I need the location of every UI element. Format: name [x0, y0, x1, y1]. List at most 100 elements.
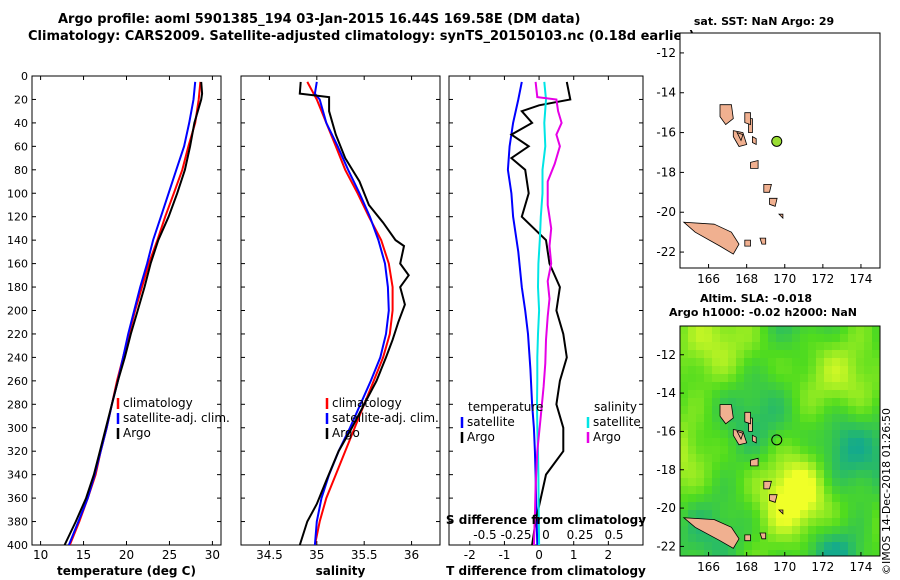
sla-cell [688, 502, 697, 511]
sla-cell [704, 438, 713, 447]
diff-xtick-label: -1 [498, 548, 510, 562]
sla-cell [864, 414, 873, 423]
sla-cell [784, 422, 793, 431]
sla-cell [728, 326, 737, 335]
sla-cell [816, 510, 825, 519]
island-shape [719, 404, 734, 425]
sla-cell [832, 550, 841, 556]
sla-cell [696, 534, 705, 543]
sla-cell [736, 398, 745, 407]
sla-cell [824, 422, 833, 431]
sla-cell [752, 454, 761, 463]
sla-cell [688, 454, 697, 463]
sla-cell [728, 342, 737, 351]
sla-cell [816, 358, 825, 367]
sla-cell [792, 414, 801, 423]
sla-cell [824, 350, 833, 359]
diff-series-t-argo [509, 81, 572, 545]
sla-cell [800, 542, 809, 551]
sla-cell [680, 366, 689, 375]
sla-cell [864, 518, 873, 527]
sla-cell [800, 486, 809, 495]
sal-legend-label: Argo [332, 426, 360, 440]
sla-cell [816, 462, 825, 471]
sla-cell [680, 398, 689, 407]
sla-cell [720, 486, 729, 495]
sla-cell [760, 430, 769, 439]
sla-cell [776, 502, 785, 511]
sla-cell [800, 518, 809, 527]
sla-cell [720, 366, 729, 375]
island-shape [763, 480, 772, 490]
sla-cell [712, 542, 721, 551]
sla-cell [712, 390, 721, 399]
sla-cell [808, 502, 817, 511]
sla-cell [824, 502, 833, 511]
sla-cell [864, 358, 873, 367]
sla-cell [800, 406, 809, 415]
sla-cell [808, 406, 817, 415]
sal-series-climatology [306, 81, 394, 545]
depth-tick-label: 400 [7, 539, 28, 552]
sla-cell [864, 342, 873, 351]
sla-cell [760, 518, 769, 527]
sla-map-title-line-1: Altim. SLA: -0.018 [700, 292, 812, 305]
island-shape [736, 430, 744, 441]
sla-cell [864, 366, 873, 375]
sla-cell [752, 366, 761, 375]
sla-cell [760, 382, 769, 391]
sla-cell [776, 518, 785, 527]
depth-tick-label: 320 [7, 445, 28, 458]
sla-cell [752, 518, 761, 527]
sla-cell [720, 326, 729, 335]
sla-cell [808, 374, 817, 383]
sla-cell [824, 366, 833, 375]
sla-cell [808, 470, 817, 479]
sla-cell [840, 550, 849, 556]
sla-cell [856, 526, 865, 535]
sla-cell [760, 366, 769, 375]
sla-cell [840, 430, 849, 439]
sla-cell [824, 342, 833, 351]
sla-cell [776, 430, 785, 439]
sla-cell [720, 470, 729, 479]
sla-cell [744, 326, 753, 335]
sla-cell [728, 382, 737, 391]
sla-cell [856, 462, 865, 471]
sla-cell [720, 510, 729, 519]
sla-cell [864, 542, 873, 551]
sla-cell [736, 326, 745, 335]
sla-cell [840, 454, 849, 463]
sla-cell [688, 358, 697, 367]
sla-cell [872, 462, 880, 471]
sla-cell [864, 334, 873, 343]
sla-cell [832, 462, 841, 471]
sla-cell [832, 430, 841, 439]
sla-cell [792, 382, 801, 391]
sla-cell [856, 534, 865, 543]
sla-cell [776, 374, 785, 383]
diff-s-tick-label: -0.5 [473, 528, 496, 542]
sla-cell [704, 326, 713, 335]
sla-cell [768, 534, 777, 543]
sla-cell [736, 502, 745, 511]
sla-cell [864, 502, 873, 511]
sal-xtick-label: 35.5 [351, 548, 378, 562]
sla-cell [760, 358, 769, 367]
sla-cell [840, 470, 849, 479]
temp-xtick-label: 25 [162, 548, 177, 562]
sla-cell [696, 334, 705, 343]
sla-cell [800, 366, 809, 375]
sla-map-title-line-2: Argo h1000: -0.02 h2000: NaN [669, 306, 857, 319]
sla_map-frame [679, 325, 881, 557]
sla-cell [768, 446, 777, 455]
sla-cell [824, 470, 833, 479]
sla-cell [832, 534, 841, 543]
sla-cell [680, 478, 689, 487]
sla-cell [832, 326, 841, 335]
sla-cell [840, 526, 849, 535]
sla-cell [680, 406, 689, 415]
sal-legend-label: climatology [332, 396, 402, 410]
sla-cell [840, 518, 849, 527]
sla-cell [736, 446, 745, 455]
